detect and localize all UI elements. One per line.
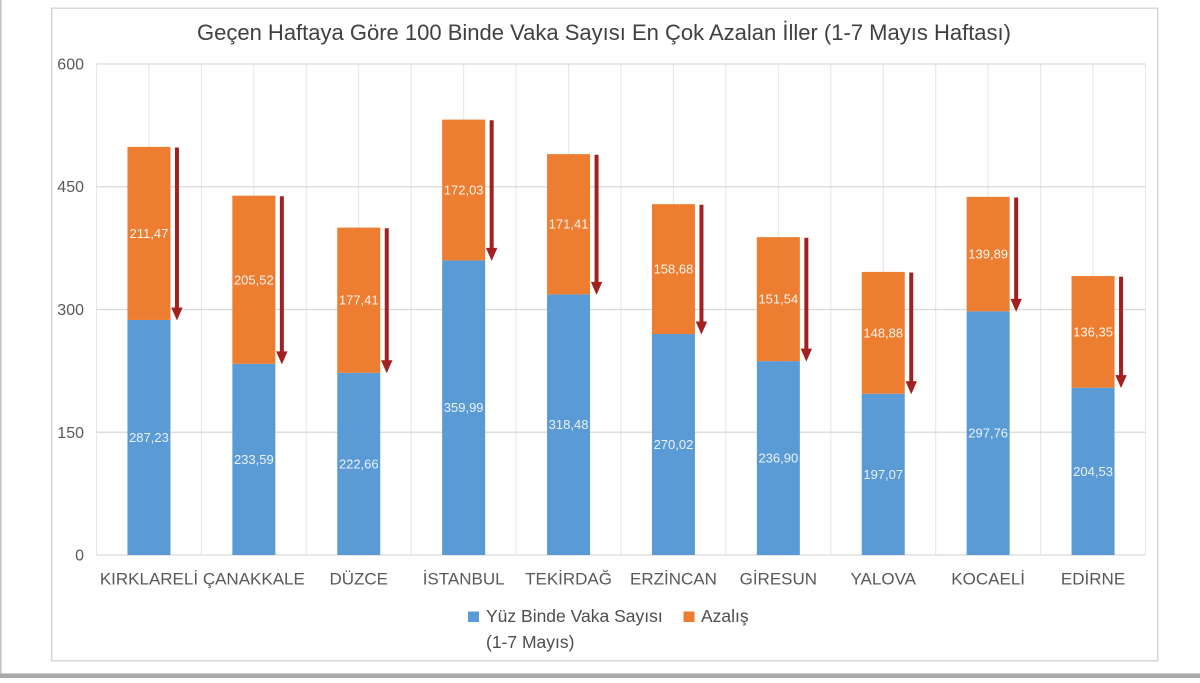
svg-text:ERZİNCAN: ERZİNCAN [630,570,717,589]
svg-text:600: 600 [57,57,84,74]
svg-text:TEKİRDAĞ: TEKİRDAĞ [525,570,612,589]
svg-text:177,41: 177,41 [339,293,379,308]
svg-text:(1-7 Mayıs): (1-7 Mayıs) [486,632,574,652]
svg-text:DÜZCE: DÜZCE [329,570,388,589]
svg-text:287,23: 287,23 [129,430,169,445]
svg-text:Azalış: Azalış [701,606,749,626]
svg-text:297,76: 297,76 [968,426,1008,441]
svg-text:KIRKLARELİ: KIRKLARELİ [100,570,198,589]
svg-text:233,59: 233,59 [234,452,274,467]
svg-text:136,35: 136,35 [1073,324,1113,339]
svg-text:450: 450 [57,179,84,196]
svg-text:300: 300 [57,302,84,319]
svg-text:222,66: 222,66 [339,456,379,471]
svg-text:KOCAELİ: KOCAELİ [951,570,1025,589]
svg-text:139,89: 139,89 [968,247,1008,262]
svg-text:Yüz Binde Vaka Sayısı: Yüz Binde Vaka Sayısı [486,606,663,626]
svg-text:211,47: 211,47 [130,226,169,241]
svg-text:İSTANBUL: İSTANBUL [423,570,505,589]
svg-text:318,48: 318,48 [549,417,589,432]
svg-text:151,54: 151,54 [758,292,798,307]
svg-text:YALOVA: YALOVA [850,570,916,589]
svg-text:172,03: 172,03 [444,183,484,198]
svg-text:158,68: 158,68 [654,262,694,277]
svg-text:148,88: 148,88 [863,325,903,340]
svg-text:204,53: 204,53 [1073,464,1113,479]
svg-text:EDİRNE: EDİRNE [1061,570,1125,589]
svg-text:ÇANAKKALE: ÇANAKKALE [203,570,305,589]
svg-text:GİRESUN: GİRESUN [740,570,817,589]
svg-text:197,07: 197,07 [863,467,903,482]
svg-text:171,41: 171,41 [549,217,589,232]
svg-text:205,52: 205,52 [234,272,274,287]
svg-text:270,02: 270,02 [654,437,694,452]
svg-text:359,99: 359,99 [444,400,484,415]
svg-text:150: 150 [57,425,84,442]
svg-text:236,90: 236,90 [758,451,798,466]
svg-text:0: 0 [75,548,84,565]
svg-text:Geçen Haftaya Göre 100 Binde V: Geçen Haftaya Göre 100 Binde Vaka Sayısı… [197,20,1011,45]
